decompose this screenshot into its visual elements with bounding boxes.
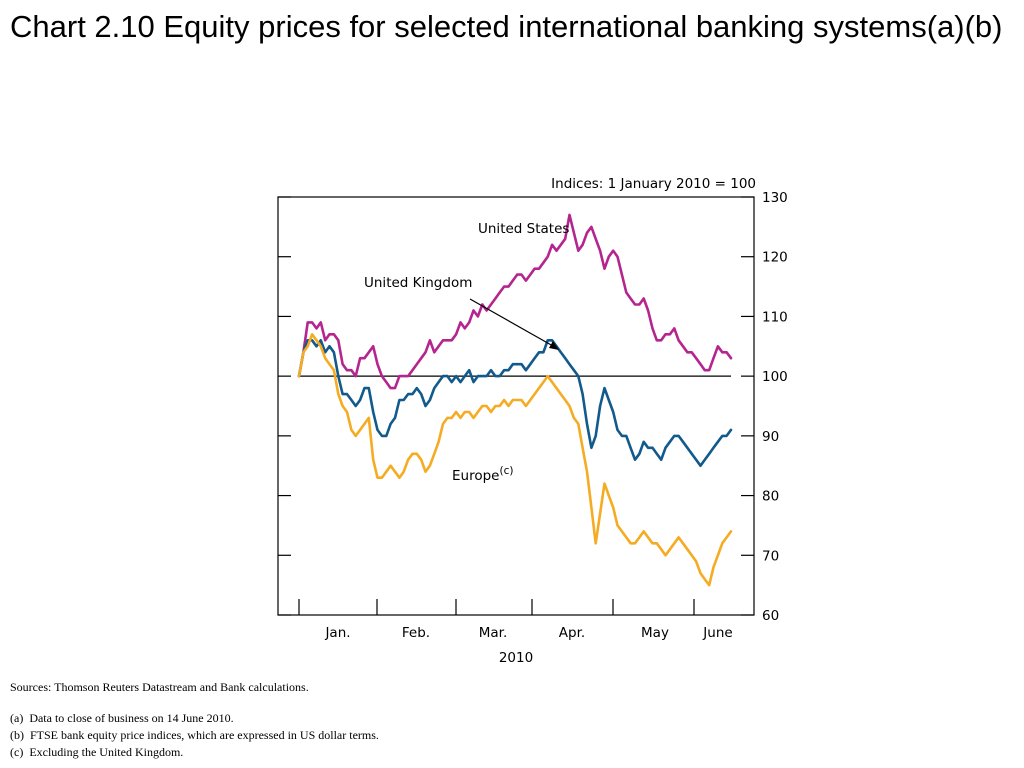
annotation-europe: Europe(c) xyxy=(452,465,513,484)
x-tick-label: Mar. xyxy=(479,625,508,641)
annotation-united-states: United States xyxy=(478,221,569,237)
x-tick-label: May xyxy=(641,625,669,641)
annotation-europe-name: Europe xyxy=(452,468,499,484)
x-tick-label: June xyxy=(702,625,732,641)
slide-title: Chart 2.10 Equity prices for selected in… xyxy=(10,9,1003,44)
y-tick-label: 110 xyxy=(762,309,788,325)
annotation-united-kingdom: United Kingdom xyxy=(364,275,472,291)
y-tick-label: 100 xyxy=(762,369,788,385)
sources-text: Sources: Thomson Reuters Datastream and … xyxy=(10,680,309,694)
x-tick-label: Apr. xyxy=(559,625,585,641)
footnote-c: (c) Excluding the United Kingdom. xyxy=(10,745,184,759)
annotation-europe-note: (c) xyxy=(499,465,513,477)
y-tick-label: 120 xyxy=(762,250,788,266)
x-tick-label: Feb. xyxy=(402,625,430,641)
x-axis-title: 2010 xyxy=(499,650,533,666)
y-tick-label: 80 xyxy=(762,489,779,505)
x-tick-label: Jan. xyxy=(324,625,350,641)
series-lines xyxy=(297,213,733,587)
footer: Sources: Thomson Reuters Datastream and … xyxy=(10,679,910,761)
y-tick-label: 130 xyxy=(762,190,788,206)
y-tick-label: 90 xyxy=(762,429,779,445)
y-axis: 60 70 80 90 100 110 120 130 xyxy=(278,190,788,624)
footnote-b: (b) FTSE bank equity price indices, whic… xyxy=(10,728,379,742)
chart: Indices: 1 January 2010 = 100 60 70 80 90 10… xyxy=(277,176,788,666)
index-label: Indices: 1 January 2010 = 100 xyxy=(551,176,756,192)
x-axis: Jan. Feb. Mar. Apr. May June xyxy=(298,599,733,641)
series-line-united-kingdom xyxy=(297,338,733,468)
annotation-arrowhead xyxy=(549,341,559,350)
plot-frame xyxy=(277,196,755,616)
y-tick-label: 70 xyxy=(762,548,779,564)
annotation-arrow-shaft xyxy=(469,298,554,347)
footnote-a: (a) Data to close of business on 14 June… xyxy=(10,711,234,725)
series-line-europe xyxy=(297,332,733,587)
series-line-united-states xyxy=(297,213,733,390)
y-tick-label: 60 xyxy=(762,608,779,624)
